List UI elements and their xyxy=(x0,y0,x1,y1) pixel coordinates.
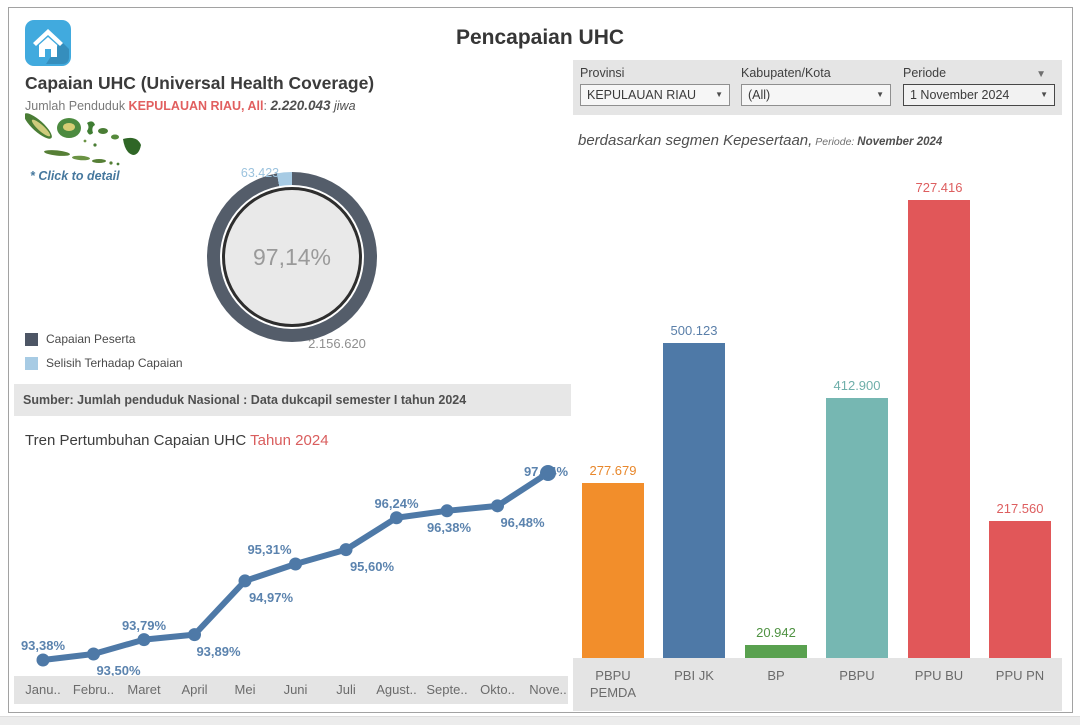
dropdown-value: 1 November 2024 xyxy=(910,88,1010,102)
left-panel-title: Capaian UHC (Universal Health Coverage) xyxy=(25,73,375,93)
bar-pbpu-pemda[interactable] xyxy=(582,483,644,658)
bar-category-label: PBPU xyxy=(839,668,875,683)
line-point-label: 96,24% xyxy=(374,495,419,511)
dropdown-value: KEPULAUAN RIAU xyxy=(587,88,697,102)
bar-pbpu[interactable] xyxy=(826,398,888,658)
filter-dropdown[interactable]: (All) ▼ xyxy=(741,84,891,106)
legend-label: Capaian Peserta xyxy=(46,332,136,346)
bar-category-label: PPU BU xyxy=(914,668,964,683)
month-axis-label: Nove.. xyxy=(529,682,567,697)
page-title: Pencapaian UHC xyxy=(455,26,625,49)
trend-year-highlight: Tahun 2024 xyxy=(250,432,329,449)
filter-label: Provinsi xyxy=(580,66,625,80)
bar-chart-subtitle: berdasarkan segmen Kepesertaan, Periode:… xyxy=(578,132,943,149)
region-name: KEPULAUAN RIAU, All xyxy=(128,99,264,113)
legend-item-selisih[interactable]: Selisih Terhadap Capaian xyxy=(25,355,183,371)
bar-value-label: 217.560 xyxy=(996,501,1044,516)
population-value: 2.220.043 xyxy=(270,98,331,113)
bar-bp[interactable] xyxy=(745,645,807,658)
home-button[interactable] xyxy=(25,20,71,66)
bar-ppu-pn[interactable] xyxy=(989,521,1051,658)
donut-inner-circle xyxy=(222,187,362,327)
filter-label: Periode xyxy=(903,66,947,80)
click-to-detail-hint: * Click to detail xyxy=(30,169,120,183)
line-data-point[interactable] xyxy=(339,543,353,557)
bar-value-label: 20.942 xyxy=(756,625,796,640)
bar-chart-x-axis: PBPU PEMDA PBI JK BP PBPU PPU BU PPU PN xyxy=(573,658,1062,711)
month-axis-label: Septe.. xyxy=(426,682,468,697)
month-axis-label: Juli xyxy=(336,682,356,697)
bar-category-label: PBPU PEMDA xyxy=(589,668,637,700)
month-axis-label: Juni xyxy=(283,682,308,697)
bar-value-label: 277.679 xyxy=(589,463,637,478)
indonesia-map[interactable] xyxy=(24,111,143,171)
bar-category-label: BP xyxy=(767,668,785,683)
filter-dropdown[interactable]: 1 November 2024 ▼ xyxy=(903,84,1055,106)
line-point-label: 93,50% xyxy=(96,663,141,679)
line-data-point[interactable] xyxy=(289,557,302,571)
month-axis-label: Agust.. xyxy=(376,682,417,697)
source-note: Sumber: Jumlah penduduk Nasional : Data … xyxy=(14,384,571,416)
line-point-label: 96,38% xyxy=(426,519,472,535)
month-axis-label: Maret xyxy=(127,682,161,697)
month-axis-label: Janu.. xyxy=(25,682,61,697)
bar-ppu-bu[interactable] xyxy=(908,200,970,658)
page-scroll-strip[interactable] xyxy=(0,716,1080,725)
line-point-label: 96,48% xyxy=(500,514,545,530)
achieved-value-label: 2.156.620 xyxy=(308,336,366,351)
filter-provinsi: Provinsi KEPULAUAN RIAU ▼ xyxy=(580,66,730,106)
bar-value-label: 500.123 xyxy=(670,323,718,338)
line-chart-x-axis: Janu.. Febru.. Maret April Mei Juni Juli Agust.… xyxy=(14,676,568,704)
line-data-point[interactable] xyxy=(491,499,504,513)
bar-category-label: PBI JK xyxy=(674,668,714,683)
home-icon xyxy=(25,20,71,66)
line-data-point[interactable] xyxy=(36,653,50,667)
gap-value-label: 63.423 xyxy=(240,166,280,180)
bar-pbi-jk[interactable] xyxy=(663,343,725,658)
legend-swatch-blue xyxy=(25,356,38,370)
line-data-point[interactable] xyxy=(440,504,454,518)
filter-panel: ▼ Provinsi KEPULAUAN RIAU ▼ Kabupaten/Ko… xyxy=(573,60,1062,115)
line-data-point[interactable] xyxy=(238,574,252,588)
bar-value-label: 727.416 xyxy=(915,180,963,195)
line-data-point[interactable] xyxy=(390,511,403,525)
filter-periode: Periode 1 November 2024 ▼ xyxy=(903,66,1055,106)
line-point-label: 93,79% xyxy=(121,617,167,633)
line-data-point[interactable] xyxy=(137,633,151,647)
chevron-down-icon: ▼ xyxy=(876,90,884,99)
filter-label: Kabupaten/Kota xyxy=(741,66,831,80)
line-point-label: 95,31% xyxy=(247,542,292,558)
month-axis-label: Febru.. xyxy=(72,682,115,697)
trend-line-chart: 93,38% 93,50% 93,79% 93,89% 94,97% 95,31% 95,6… xyxy=(14,455,568,679)
trend-chart-title: Tren Pertumbuhan Capaian UHC Tahun 2024 xyxy=(25,432,329,449)
dashboard: Pencapaian UHC Capaian UHC (Universal He… xyxy=(8,7,1073,713)
filter-panel-caret-icon[interactable]: ▼ xyxy=(1036,69,1046,80)
month-axis-label: Mei xyxy=(234,682,256,697)
legend-swatch-dark xyxy=(25,332,38,346)
line-data-point[interactable] xyxy=(87,647,100,661)
population-subtitle: Jumlah Penduduk KEPULAUAN RIAU, All: 2.2… xyxy=(25,98,356,113)
bar-value-label: 412.900 xyxy=(833,378,881,393)
line-point-label: 93,38% xyxy=(20,638,66,653)
dropdown-value: (All) xyxy=(748,88,771,102)
filter-dropdown[interactable]: KEPULAUAN RIAU ▼ xyxy=(580,84,730,106)
line-point-label: 95,60% xyxy=(349,558,395,574)
bar-category-label: PPU PN xyxy=(995,668,1045,683)
legend-item-capaian[interactable]: Capaian Peserta xyxy=(25,331,135,347)
month-axis-label: April xyxy=(181,682,208,697)
uhc-percentage: 97,14% xyxy=(252,244,331,270)
filter-kabupaten-kota: Kabupaten/Kota (All) ▼ xyxy=(741,66,891,106)
indonesia-map-icon xyxy=(24,113,141,166)
chevron-down-icon: ▼ xyxy=(1040,90,1048,99)
line-data-point[interactable] xyxy=(540,465,556,482)
line-data-point[interactable] xyxy=(188,628,201,642)
segment-bar-chart: 277.679 500.123 20.942 412.900 727.416 2… xyxy=(573,166,1071,658)
month-axis-label: Okto.. xyxy=(480,682,515,697)
legend-label: Selisih Terhadap Capaian xyxy=(46,356,183,370)
periode-value: November 2024 xyxy=(857,136,943,148)
chevron-down-icon: ▼ xyxy=(715,90,723,99)
line-point-label: 94,97% xyxy=(248,589,294,605)
trend-line-svg xyxy=(36,465,556,667)
line-point-label: 93,89% xyxy=(196,643,241,659)
